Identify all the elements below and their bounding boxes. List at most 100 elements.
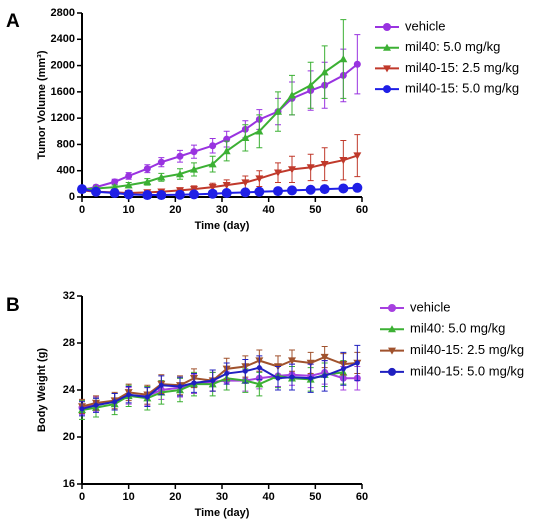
marker bbox=[210, 378, 216, 384]
series-line bbox=[81, 186, 358, 197]
marker bbox=[176, 152, 184, 160]
marker bbox=[79, 406, 85, 412]
marker bbox=[306, 359, 315, 367]
marker bbox=[340, 366, 346, 372]
marker bbox=[222, 147, 231, 155]
marker bbox=[256, 365, 262, 371]
legend-label: mil40-15: 2.5 mg/kg bbox=[405, 60, 519, 75]
legend-marker bbox=[383, 23, 391, 31]
y-tick-label: 28 bbox=[63, 337, 75, 349]
marker bbox=[254, 186, 265, 197]
x-tick-label: 0 bbox=[79, 491, 85, 503]
marker bbox=[221, 188, 232, 199]
marker bbox=[224, 371, 230, 377]
x-tick-label: 30 bbox=[216, 491, 228, 503]
legend-label: mil40-15: 5.0 mg/kg bbox=[410, 363, 524, 378]
marker bbox=[109, 188, 120, 199]
x-tick-label: 0 bbox=[79, 204, 85, 216]
y-tick-label: 1200 bbox=[51, 112, 75, 124]
marker bbox=[319, 184, 330, 195]
marker bbox=[306, 164, 315, 172]
marker bbox=[255, 127, 264, 135]
marker bbox=[158, 382, 164, 388]
marker bbox=[288, 91, 296, 99]
y-tick-label: 2400 bbox=[51, 33, 75, 45]
x-tick-label: 10 bbox=[123, 491, 135, 503]
marker bbox=[288, 166, 296, 174]
legend-label: mil40: 5.0 mg/kg bbox=[410, 321, 505, 336]
marker bbox=[255, 175, 264, 183]
marker bbox=[353, 60, 361, 68]
marker bbox=[111, 178, 119, 186]
marker bbox=[320, 160, 329, 169]
marker bbox=[156, 190, 167, 201]
marker bbox=[190, 148, 198, 156]
x-tick-label: 40 bbox=[263, 491, 275, 503]
legend-marker bbox=[388, 304, 396, 312]
marker bbox=[305, 184, 316, 195]
x-tick-label: 60 bbox=[356, 204, 368, 216]
marker bbox=[157, 173, 166, 181]
legend-marker bbox=[388, 325, 396, 333]
marker bbox=[91, 186, 101, 197]
marker bbox=[189, 189, 199, 200]
y-tick-label: 32 bbox=[63, 290, 75, 302]
marker bbox=[157, 158, 165, 166]
marker bbox=[190, 165, 198, 173]
y-axis-label: Body Weight (g) bbox=[36, 348, 48, 432]
x-tick-label: 20 bbox=[169, 204, 181, 216]
marker bbox=[176, 170, 184, 178]
legend-marker bbox=[388, 367, 396, 376]
marker bbox=[320, 353, 329, 362]
legend-marker bbox=[388, 347, 396, 355]
legend-label: vehicle bbox=[405, 18, 445, 33]
series bbox=[78, 34, 361, 194]
marker bbox=[177, 383, 183, 389]
marker bbox=[77, 184, 87, 195]
series bbox=[77, 182, 363, 201]
legend-label: mil40-15: 5.0 mg/kg bbox=[405, 81, 519, 96]
marker bbox=[320, 68, 329, 76]
x-tick-label: 60 bbox=[356, 491, 368, 503]
marker bbox=[352, 182, 363, 193]
legend-label: mil40: 5.0 mg/kg bbox=[405, 39, 500, 54]
y-tick-label: 0 bbox=[69, 191, 75, 203]
marker bbox=[242, 368, 248, 374]
series bbox=[78, 346, 362, 414]
marker bbox=[175, 189, 185, 200]
y-tick-label: 16 bbox=[63, 478, 75, 490]
marker bbox=[126, 392, 132, 398]
x-axis-label: Time (day) bbox=[195, 507, 250, 519]
marker bbox=[191, 380, 197, 386]
legend-marker bbox=[383, 43, 391, 51]
x-tick-label: 30 bbox=[216, 204, 228, 216]
panel-label: B bbox=[6, 295, 20, 316]
marker bbox=[207, 188, 218, 199]
series-line bbox=[81, 154, 358, 195]
marker bbox=[222, 181, 231, 190]
marker bbox=[322, 373, 328, 379]
series bbox=[78, 360, 361, 416]
series bbox=[78, 134, 362, 198]
marker bbox=[287, 185, 297, 196]
marker bbox=[288, 357, 296, 365]
legend-marker bbox=[383, 85, 391, 94]
x-tick-label: 50 bbox=[309, 204, 321, 216]
x-tick-label: 40 bbox=[263, 204, 275, 216]
marker bbox=[123, 189, 134, 200]
marker bbox=[125, 172, 133, 180]
marker bbox=[306, 81, 315, 89]
panel-label: A bbox=[6, 11, 20, 32]
marker bbox=[241, 133, 250, 142]
y-tick-label: 1600 bbox=[51, 86, 75, 98]
legend-marker bbox=[383, 65, 391, 73]
y-tick-label: 24 bbox=[63, 384, 76, 396]
series-line bbox=[81, 63, 358, 191]
x-tick-label: 10 bbox=[123, 204, 135, 216]
marker bbox=[240, 187, 251, 198]
marker bbox=[143, 165, 151, 173]
marker bbox=[339, 157, 348, 165]
marker bbox=[143, 177, 152, 186]
marker bbox=[112, 399, 118, 405]
marker bbox=[354, 360, 360, 366]
